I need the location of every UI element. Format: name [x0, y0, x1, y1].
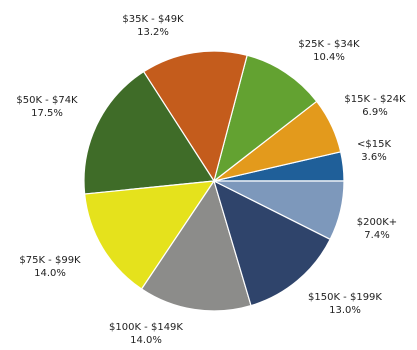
- pie-label-category: $200K+: [357, 217, 397, 228]
- pie-label-15k-24k: $15K - $24K 6.9%: [344, 94, 406, 118]
- pie-slice-100k-149k: [140, 179, 252, 312]
- pie-label-percent: 14.0%: [34, 268, 66, 279]
- pie-label-35k-49k: $35K - $49K 13.2%: [122, 14, 184, 38]
- pie-label-percent: 14.0%: [130, 335, 162, 346]
- pie-slice-25k-34k: [212, 54, 318, 183]
- pie-label-percent: 7.4%: [364, 230, 389, 241]
- pie-label-15k: <$15K 3.6%: [357, 139, 391, 163]
- pie-label-category: $25K - $34K: [298, 39, 360, 50]
- pie-label-100k-149k: $100K - $149K 14.0%: [109, 322, 183, 346]
- pie-label-200k: $200K+ 7.4%: [357, 217, 397, 241]
- pie-label-percent: 10.4%: [313, 52, 345, 63]
- pie-label-50k-74k: $50K - $74K 17.5%: [16, 95, 78, 119]
- pie-label-category: $15K - $24K: [344, 94, 406, 105]
- pie-label-category: $100K - $149K: [109, 322, 183, 333]
- pie-slice-200k: [213, 180, 345, 241]
- pie-label-percent: 13.0%: [329, 305, 361, 316]
- pie-label-category: $35K - $49K: [122, 14, 184, 25]
- pie-label-category: $50K - $74K: [16, 95, 78, 106]
- pie-label-25k-34k: $25K - $34K 10.4%: [298, 39, 360, 63]
- pie-slice-150k-199k: [213, 179, 332, 307]
- pie-label-category: $150K - $199K: [308, 292, 382, 303]
- pie-slice-75k-99k: [84, 180, 216, 290]
- pie-slice-35k-49k: [142, 50, 248, 183]
- pie-label-category: $75K - $99K: [19, 255, 81, 266]
- pie-label-percent: 13.2%: [137, 27, 169, 38]
- pie-slice-50k-74k: [83, 70, 216, 195]
- pie-label-category: <$15K: [357, 139, 391, 150]
- pie-labels: <$15K 3.6% $15K - $24K 6.9% $25K - $34K 10.4%…: [16, 14, 406, 346]
- pie-slices: [83, 50, 345, 312]
- pie-label-75k-99k: $75K - $99K 14.0%: [19, 255, 81, 279]
- pie-label-percent: 3.6%: [361, 152, 386, 163]
- pie-label-percent: 6.9%: [362, 107, 387, 118]
- pie-label-percent: 17.5%: [31, 108, 63, 119]
- pie-label-150k-199k: $150K - $199K 13.0%: [308, 292, 382, 316]
